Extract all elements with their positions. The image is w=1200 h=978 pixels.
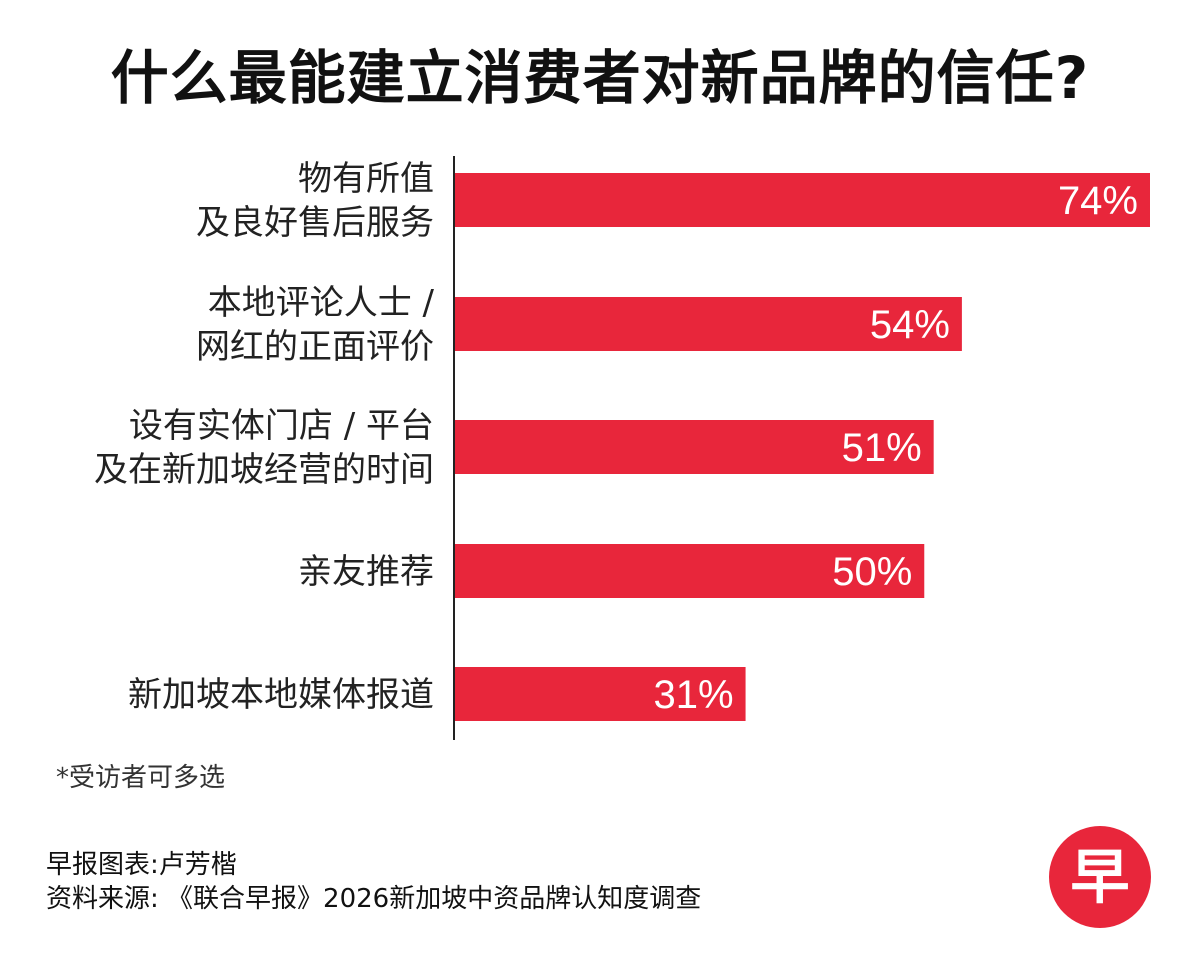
value-label-1: 74% xyxy=(1058,179,1138,223)
footnote: *受访者可多选 xyxy=(56,763,226,793)
value-label-2: 54% xyxy=(870,303,950,347)
category-label-line: 新加坡本地媒体报道 xyxy=(128,675,434,715)
category-label-4: 亲友推荐 xyxy=(298,552,434,592)
bars xyxy=(454,173,1150,721)
bar-5 xyxy=(454,667,746,721)
category-label-line: 网红的正面评价 xyxy=(196,327,434,367)
category-label-line: 亲友推荐 xyxy=(298,552,434,592)
category-label-1: 物有所值及良好售后服务 xyxy=(196,159,434,243)
category-label-line: 本地评论人士 / xyxy=(208,283,435,323)
value-label-5: 31% xyxy=(654,673,734,717)
value-label-3: 51% xyxy=(842,426,922,470)
chart-credit: 早报图表:卢芳楷 xyxy=(46,850,237,880)
category-label-line: 及良好售后服务 xyxy=(196,203,434,243)
category-label-5: 新加坡本地媒体报道 xyxy=(128,675,434,715)
bar-2 xyxy=(454,297,962,351)
logo-glyph: 早 xyxy=(1070,842,1129,911)
category-label-line: 及在新加坡经营的时间 xyxy=(94,450,434,490)
chart-title: 什么最能建立消费者对新品牌的信任? xyxy=(110,44,1090,112)
bar-4 xyxy=(454,544,925,598)
category-label-line: 物有所值 xyxy=(298,159,434,199)
bar-3 xyxy=(454,420,934,474)
source-credit: 资料来源: 《联合早报》2026新加坡中资品牌认知度调查 xyxy=(46,884,702,914)
zaobao-logo-icon: 早 xyxy=(1049,826,1151,928)
category-label-line: 设有实体门店 / 平台 xyxy=(129,406,434,446)
value-labels: 74% 54% 51% 50% 31% xyxy=(654,179,1138,717)
value-label-4: 50% xyxy=(832,550,912,594)
bar-1 xyxy=(454,173,1150,227)
category-label-3: 设有实体门店 / 平台及在新加坡经营的时间 xyxy=(94,406,434,490)
category-label-2: 本地评论人士 /网红的正面评价 xyxy=(196,283,435,367)
